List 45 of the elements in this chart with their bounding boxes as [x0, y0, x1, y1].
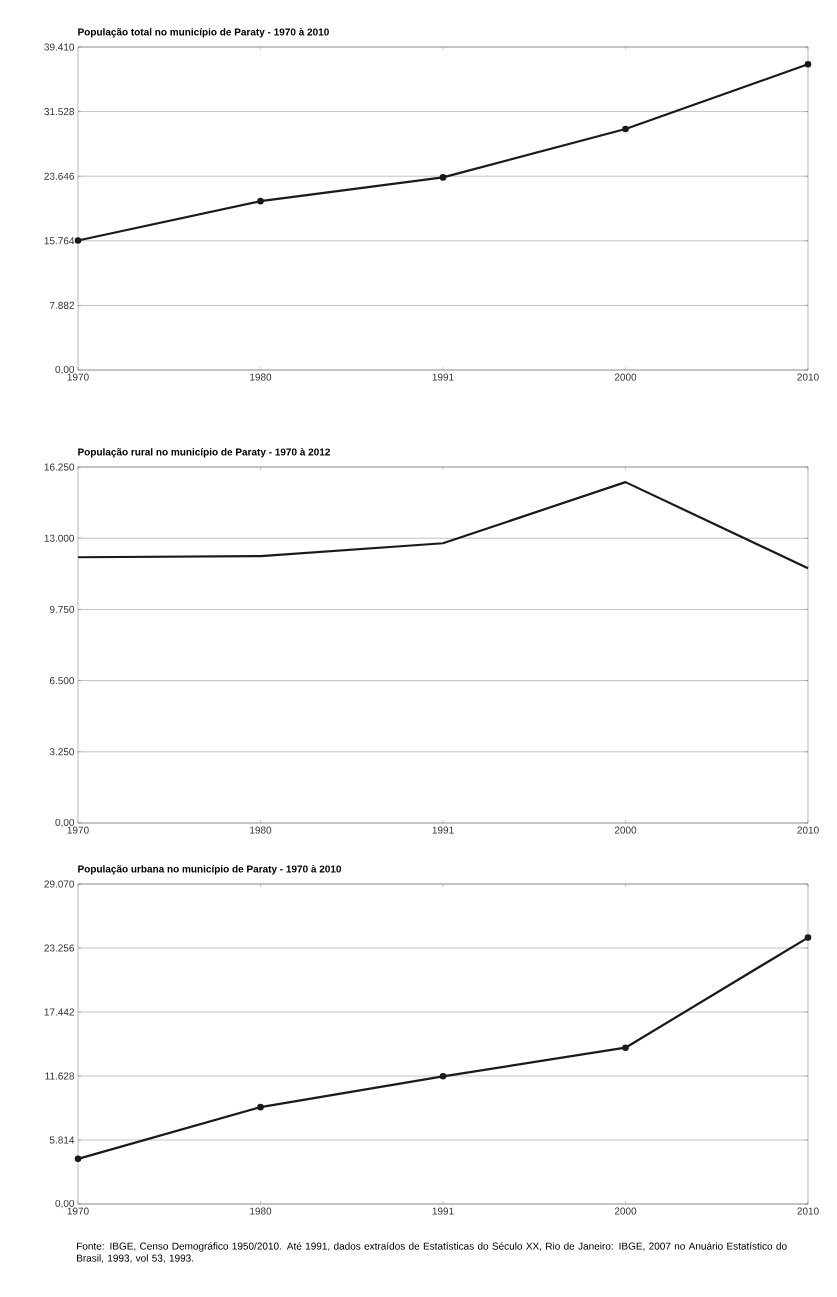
point: [439, 1073, 447, 1080]
y-tick-label: 15.764: [44, 237, 75, 245]
y-tick-label: 11.628: [45, 1072, 75, 1080]
x-tick-label: 2000: [614, 826, 637, 834]
x-tick-label: 1991: [432, 826, 454, 834]
y-tick-label: 3.250: [49, 748, 75, 756]
y-tick-label: 6.500: [49, 677, 75, 685]
x-tick-label: 1970: [67, 373, 89, 381]
x-tick-label: 2010: [797, 826, 819, 834]
point: [74, 237, 82, 244]
x-tick-label: 1980: [250, 1207, 272, 1215]
chart-title: População total no município de Paraty - 1970 à 2010: [78, 28, 329, 38]
x-tick-label: 2000: [614, 373, 637, 381]
y-tick-label: 9.750: [49, 605, 75, 613]
point: [439, 174, 447, 181]
x-tick-label: 2010: [797, 373, 819, 381]
chart-title: População rural no município de Paraty - 1970 à 2012: [78, 448, 330, 458]
y-tick-label: 23.256: [44, 944, 75, 952]
x-tick-label: 2010: [797, 1207, 819, 1215]
x-tick-label: 2000: [614, 1207, 637, 1215]
y-tick-label: 29.070: [44, 880, 75, 888]
x-tick-label: 1970: [67, 826, 89, 834]
point: [622, 125, 629, 133]
x-tick-label: 1980: [250, 373, 272, 381]
x-tick-label: 1991: [432, 373, 454, 381]
point: [804, 61, 812, 68]
x-tick-label: 1970: [67, 1207, 89, 1215]
x-tick-label: 1980: [250, 826, 272, 834]
y-tick-label: 17.442: [44, 1008, 74, 1016]
chart-title: População urbana no município de Paraty - 1970 à 2010: [78, 865, 342, 875]
y-tick-label: 39.410: [44, 43, 75, 51]
y-tick-label: 31.528: [44, 108, 75, 116]
y-tick-label: 13.000: [44, 534, 75, 542]
y-tick-label: 5.814: [49, 1136, 75, 1144]
line-series: [76, 481, 810, 570]
x-tick-label: 1991: [432, 1207, 454, 1215]
point: [257, 1103, 264, 1111]
y-tick-label: 23.646: [44, 172, 75, 180]
y-tick-label: 16.250: [44, 463, 75, 471]
point: [804, 934, 812, 941]
point: [74, 1155, 82, 1163]
y-tick-label: 7.882: [49, 301, 74, 309]
point: [622, 1044, 629, 1051]
source-note: Fonte: IBGE, Censo Demográfico 1950/2010. Até 1991, dados extraídos de Estatísticas do Século XX, Rio de Janeiro: IBGE, 2007 no Anuário Estatístico do Brasil, 1993, vol 53, 1993.: [77, 1242, 787, 1263]
point: [257, 197, 264, 205]
